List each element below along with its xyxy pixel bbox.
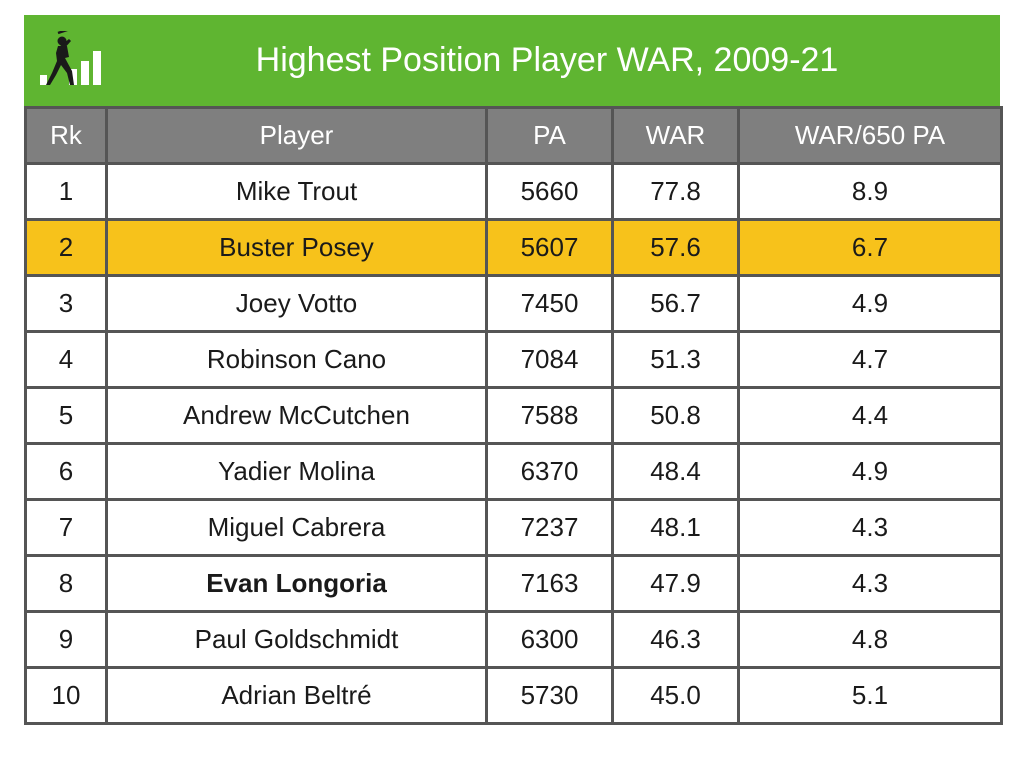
rank-cell: 1 (24, 162, 108, 221)
rank-cell: 7 (24, 498, 108, 557)
table-row: 2 Buster Posey 5607 57.6 6.7 (24, 218, 1003, 277)
war-per-650-cell: 5.1 (737, 666, 1003, 725)
rank-cell: 2 (24, 218, 108, 277)
title-bar: Highest Position Player WAR, 2009-21 (24, 15, 1000, 106)
war-cell: 45.0 (611, 666, 740, 725)
pa-cell: 5660 (485, 162, 614, 221)
war-per-650-cell: 4.3 (737, 498, 1003, 557)
column-header-war: WAR (611, 106, 740, 165)
table-row: 6 Yadier Molina 6370 48.4 4.9 (24, 442, 1003, 501)
table-row: 5 Andrew McCutchen 7588 50.8 4.4 (24, 386, 1003, 445)
player-cell: Adrian Beltré (105, 666, 488, 725)
table-row: 3 Joey Votto 7450 56.7 4.9 (24, 274, 1003, 333)
pa-cell: 5607 (485, 218, 614, 277)
war-per-650-cell: 6.7 (737, 218, 1003, 277)
war-per-650-cell: 4.9 (737, 274, 1003, 333)
player-cell: Andrew McCutchen (105, 386, 488, 445)
pa-cell: 6300 (485, 610, 614, 669)
pa-cell: 6370 (485, 442, 614, 501)
war-cell: 51.3 (611, 330, 740, 389)
table-row: 9 Paul Goldschmidt 6300 46.3 4.8 (24, 610, 1003, 669)
stats-card: Highest Position Player WAR, 2009-21 Rk … (24, 15, 1003, 757)
war-per-650-cell: 4.8 (737, 610, 1003, 669)
war-per-650-cell: 4.4 (737, 386, 1003, 445)
war-cell: 56.7 (611, 274, 740, 333)
rank-cell: 9 (24, 610, 108, 669)
rank-cell: 10 (24, 666, 108, 725)
pa-cell: 7237 (485, 498, 614, 557)
column-header-rk: Rk (24, 106, 108, 165)
table-row: 10 Adrian Beltré 5730 45.0 5.1 (24, 666, 1003, 725)
player-cell: Joey Votto (105, 274, 488, 333)
war-cell: 46.3 (611, 610, 740, 669)
pa-cell: 5730 (485, 666, 614, 725)
player-cell: Mike Trout (105, 162, 488, 221)
war-cell: 48.4 (611, 442, 740, 501)
table-row: 8 Evan Longoria 7163 47.9 4.3 (24, 554, 1003, 613)
war-cell: 48.1 (611, 498, 740, 557)
war-cell: 57.6 (611, 218, 740, 277)
player-cell: Yadier Molina (105, 442, 488, 501)
rank-cell: 3 (24, 274, 108, 333)
player-cell: Buster Posey (105, 218, 488, 277)
war-cell: 47.9 (611, 554, 740, 613)
pa-cell: 7588 (485, 386, 614, 445)
war-leaderboard-table: Rk Player PA WAR WAR/650 PA 1 Mike Trout 5… (24, 106, 1003, 725)
pa-cell: 7084 (485, 330, 614, 389)
rank-cell: 6 (24, 442, 108, 501)
war-cell: 50.8 (611, 386, 740, 445)
batter-bar-chart-logo-icon (40, 31, 101, 85)
war-per-650-cell: 4.3 (737, 554, 1003, 613)
war-cell: 77.8 (611, 162, 740, 221)
player-cell: Robinson Cano (105, 330, 488, 389)
player-cell: Evan Longoria (105, 554, 488, 613)
table-header-row: Rk Player PA WAR WAR/650 PA (24, 106, 1003, 165)
table-row: 7 Miguel Cabrera 7237 48.1 4.3 (24, 498, 1003, 557)
table-row: 4 Robinson Cano 7084 51.3 4.7 (24, 330, 1003, 389)
page-title: Highest Position Player WAR, 2009-21 (255, 41, 839, 79)
rank-cell: 4 (24, 330, 108, 389)
player-cell: Miguel Cabrera (105, 498, 488, 557)
column-header-pa: PA (485, 106, 614, 165)
column-header-player: Player (105, 106, 488, 165)
table-row: 1 Mike Trout 5660 77.8 8.9 (24, 162, 1003, 221)
war-per-650-cell: 8.9 (737, 162, 1003, 221)
war-per-650-cell: 4.9 (737, 442, 1003, 501)
war-per-650-cell: 4.7 (737, 330, 1003, 389)
player-cell: Paul Goldschmidt (105, 610, 488, 669)
rank-cell: 5 (24, 386, 108, 445)
table-body: 1 Mike Trout 5660 77.8 8.9 2 Buster Posey 5607 5… (24, 162, 1003, 725)
pa-cell: 7163 (485, 554, 614, 613)
rank-cell: 8 (24, 554, 108, 613)
column-header-war-per-650: WAR/650 PA (737, 106, 1003, 165)
pa-cell: 7450 (485, 274, 614, 333)
